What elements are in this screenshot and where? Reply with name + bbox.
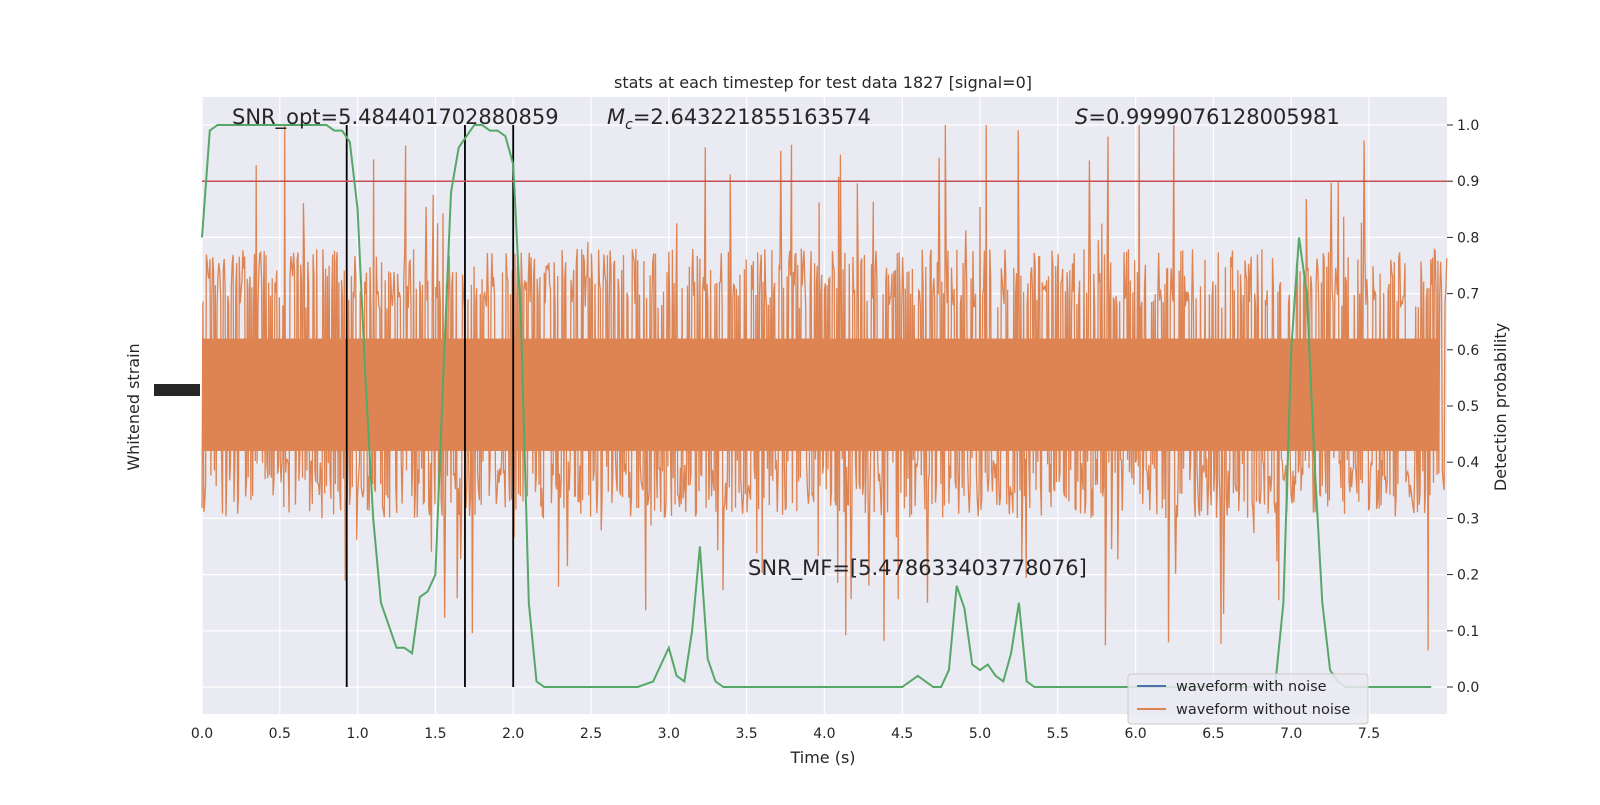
x-tick-label: 5.5 [1047,726,1069,742]
legend-label-with-noise: waveform with noise [1176,679,1327,695]
y-axis-right-ticks: 0.0 0.1 0.2 0.3 0.4 0.5 0.6 0.7 0.8 0.9 1.0 [1447,118,1479,696]
noise-trace [201,124,1448,651]
left-axis-tick-cluster [154,384,200,396]
s-symbol: S [1075,105,1088,129]
legend: waveform with noise waveform without noi… [1127,673,1369,725]
x-tick-label: 0.5 [269,726,291,742]
y-tick-label: 0.2 [1457,568,1479,584]
s-value: =0.9999076128005981 [1088,105,1339,129]
snr-opt-annotation: SNR_opt=5.484401702880859 [232,105,559,130]
x-tick-label: 3.5 [735,726,757,742]
x-tick-label: 7.0 [1280,726,1302,742]
series-waveform-without-noise [201,124,1448,651]
marker-lines [345,125,515,687]
x-tick-label: 1.5 [424,726,446,742]
y-tick-label: 0.5 [1457,399,1479,415]
y-tick-label: 0.1 [1457,624,1479,640]
x-tick-label: 1.0 [346,726,368,742]
legend-box [1127,673,1369,725]
x-tick-label: 0.0 [191,726,213,742]
y-tick-label: 1.0 [1457,118,1479,134]
left-tick-blob [154,384,200,396]
y-tick-label: 0.6 [1457,343,1479,359]
y-axis-right-label: Detection probability [1491,323,1510,491]
s-annotation: S=0.9999076128005981 [1075,105,1340,129]
y-tick-label: 0.3 [1457,511,1479,527]
x-tick-label: 6.5 [1202,726,1224,742]
y-tick-label: 0.7 [1457,287,1479,303]
x-tick-label: 2.5 [580,726,602,742]
x-tick-label: 6.0 [1124,726,1146,742]
snr-mf-annotation: SNR_MF=[5.478633403778076] [748,556,1087,581]
y-tick-label: 0.4 [1457,455,1479,471]
x-tick-label: 7.5 [1358,726,1380,742]
x-axis-ticks: 0.0 0.5 1.0 1.5 2.0 2.5 3.0 3.5 4.0 4.5 5.0 5.5 6.0 6… [191,726,1380,742]
x-tick-label: 5.0 [969,726,991,742]
chirp-mass-symbol: M [607,105,625,129]
y-tick-label: 0.9 [1457,174,1479,190]
chart-title: stats at each timestep for test data 182… [614,73,1032,92]
y-tick-label: 0.0 [1457,680,1479,696]
chirp-mass-value: =2.643221855163574 [633,105,871,129]
legend-label-without-noise: waveform without noise [1176,702,1350,718]
x-tick-label: 4.0 [813,726,835,742]
x-tick-label: 2.0 [502,726,524,742]
y-axis-left-label: Whitened strain [124,343,143,470]
x-tick-label: 3.0 [658,726,680,742]
chirp-mass-subscript: c [625,117,633,133]
chirp-mass-annotation: Mc=2.643221855163574 [607,105,871,133]
x-tick-label: 4.5 [891,726,913,742]
y-tick-label: 0.8 [1457,230,1479,246]
x-axis-label: Time (s) [789,748,855,767]
